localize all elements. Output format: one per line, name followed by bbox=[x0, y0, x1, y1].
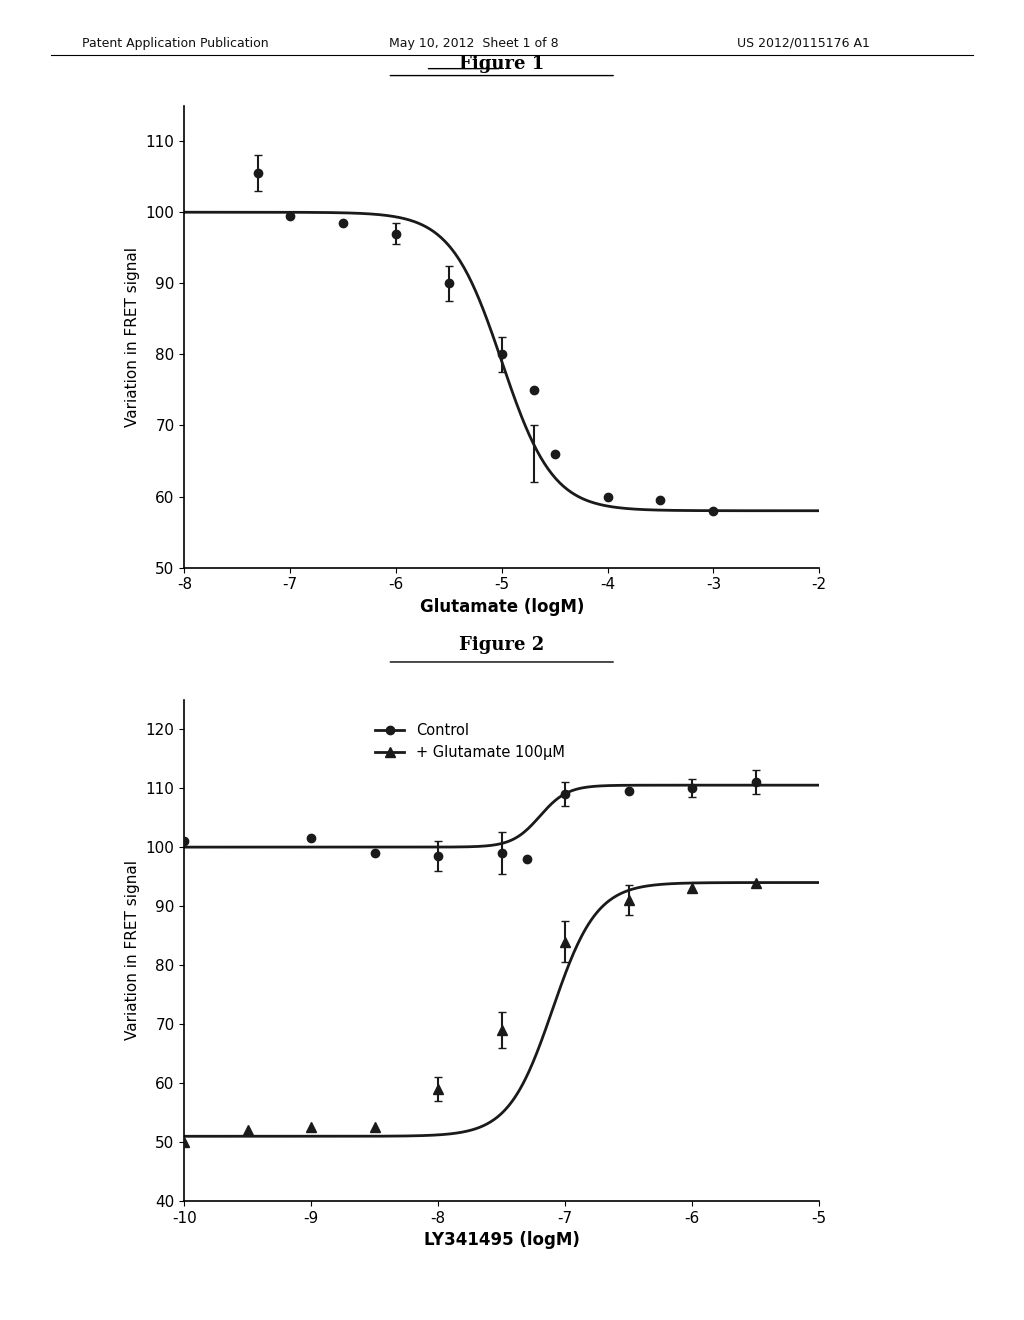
Text: US 2012/0115176 A1: US 2012/0115176 A1 bbox=[737, 37, 870, 50]
Y-axis label: Variation in FRET signal: Variation in FRET signal bbox=[125, 247, 140, 426]
X-axis label: LY341495 (logM): LY341495 (logM) bbox=[424, 1232, 580, 1250]
Legend: Control, + Glutamate 100μM: Control, + Glutamate 100μM bbox=[370, 717, 570, 766]
Y-axis label: Variation in FRET signal: Variation in FRET signal bbox=[125, 861, 140, 1040]
Text: Patent Application Publication: Patent Application Publication bbox=[82, 37, 268, 50]
Text: Figure 1: Figure 1 bbox=[459, 55, 545, 74]
Text: Figure 2: Figure 2 bbox=[459, 636, 545, 655]
Text: May 10, 2012  Sheet 1 of 8: May 10, 2012 Sheet 1 of 8 bbox=[389, 37, 559, 50]
X-axis label: Glutamate (logM): Glutamate (logM) bbox=[420, 598, 584, 616]
